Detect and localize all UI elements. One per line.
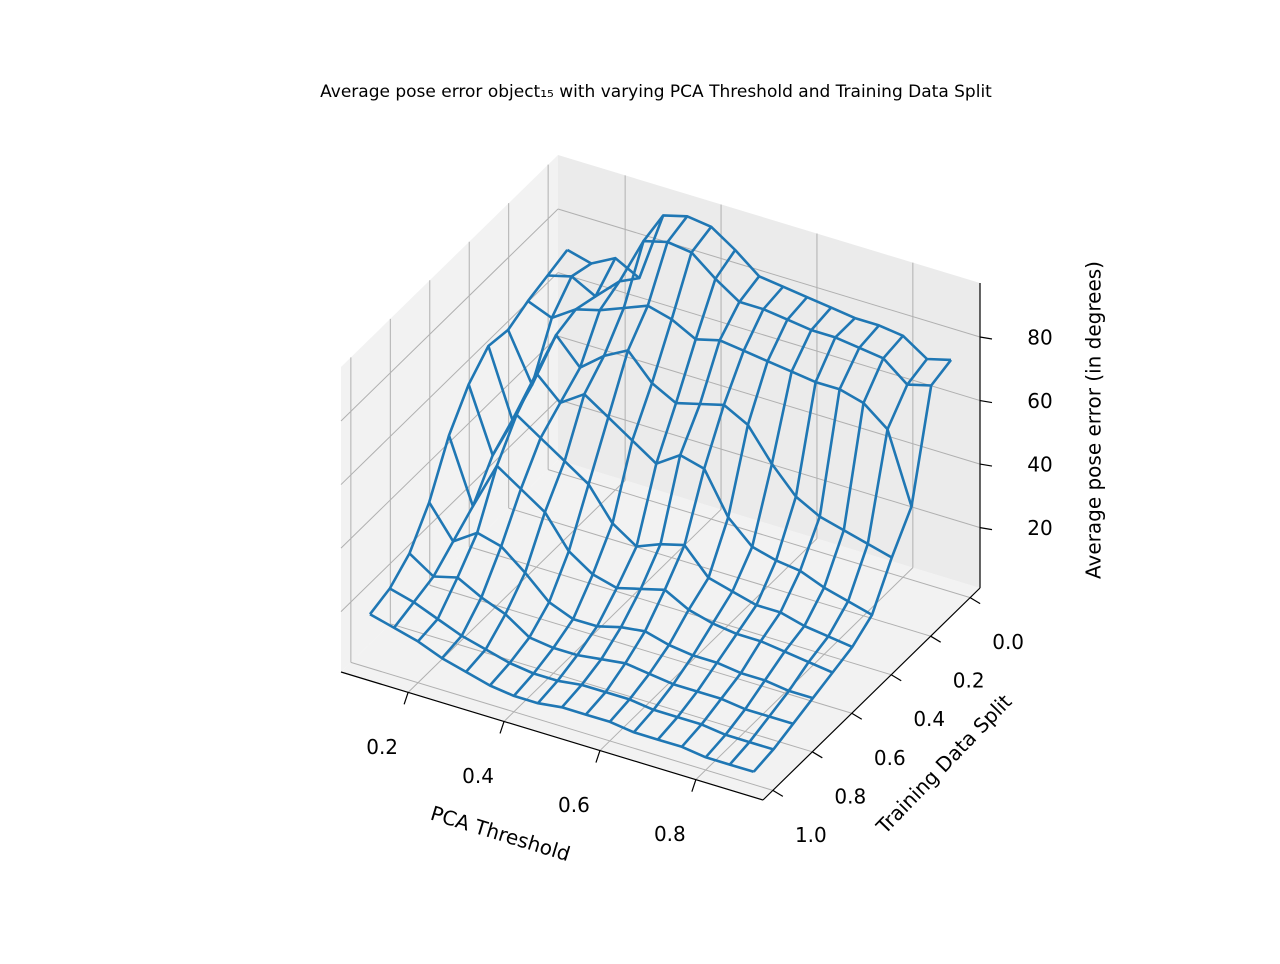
z-axis-title: Average pose error (in degrees) [1082, 261, 1106, 579]
grid-line [340, 399, 559, 612]
x-tick [499, 721, 505, 734]
wire-column [441, 276, 640, 660]
wire-column [512, 226, 713, 697]
x-tick-label: 0.8 [654, 822, 686, 846]
z-tick-label: 60 [1027, 389, 1052, 413]
y-tick [812, 751, 823, 759]
y-tick-label: 1.0 [795, 823, 827, 847]
x-tick-label: 0.6 [558, 793, 590, 817]
grid-line [557, 399, 981, 529]
wire-column [752, 359, 953, 773]
wire-column [368, 249, 569, 615]
y-tick [890, 674, 902, 682]
z-tick [979, 399, 993, 404]
grid-line [340, 335, 559, 549]
y-tick [930, 635, 941, 643]
grid-line [557, 208, 981, 338]
x-tick [595, 750, 601, 763]
y-axis [762, 587, 981, 801]
x-tick [691, 779, 697, 792]
wire-column [584, 285, 785, 716]
x-tick [403, 692, 409, 705]
z-tick [979, 336, 993, 340]
z-tick-label: 40 [1027, 453, 1052, 477]
y-tick-label: 0.8 [834, 784, 866, 808]
grid-line [350, 661, 774, 791]
wire-column [608, 296, 809, 723]
wire-column [536, 249, 737, 705]
wire-column [728, 358, 929, 766]
z-tick-label: 20 [1027, 516, 1052, 540]
grid-line [547, 469, 971, 599]
z-tick [979, 463, 993, 467]
wire-column [632, 306, 833, 734]
z-tick [979, 527, 993, 531]
back-pane [558, 155, 980, 588]
x-axis [340, 671, 764, 801]
y-tick [969, 597, 981, 605]
wire-column [656, 317, 856, 741]
grid-line [599, 538, 818, 751]
z-tick-label: 80 [1027, 326, 1052, 350]
y-tick [772, 789, 784, 797]
wire-column [465, 214, 665, 673]
grid-line [557, 335, 981, 465]
grid-line [340, 208, 559, 422]
x-axis-title: PCA Threshold [428, 801, 573, 866]
grid-line [469, 546, 892, 676]
y-tick-label: 0.6 [874, 746, 906, 770]
wire-column [704, 334, 904, 759]
wire-column [680, 324, 880, 748]
left-pane [341, 155, 558, 672]
y-tick-label: 0.2 [953, 669, 985, 693]
y-tick [851, 712, 863, 720]
grid-line [429, 584, 852, 714]
wire-column [417, 257, 617, 643]
wire-column [392, 262, 593, 629]
wire-column [560, 275, 761, 709]
wire-column [488, 215, 689, 687]
y-tick-label: 0.4 [913, 707, 945, 731]
x-tick-label: 0.2 [366, 735, 398, 759]
grid-line [508, 507, 931, 637]
x-tick-label: 0.4 [462, 764, 494, 788]
chart-title: Average pose error object₁₅ with varying… [320, 82, 992, 102]
y-tick-label: 0.0 [992, 630, 1024, 654]
grid-line [390, 623, 813, 753]
